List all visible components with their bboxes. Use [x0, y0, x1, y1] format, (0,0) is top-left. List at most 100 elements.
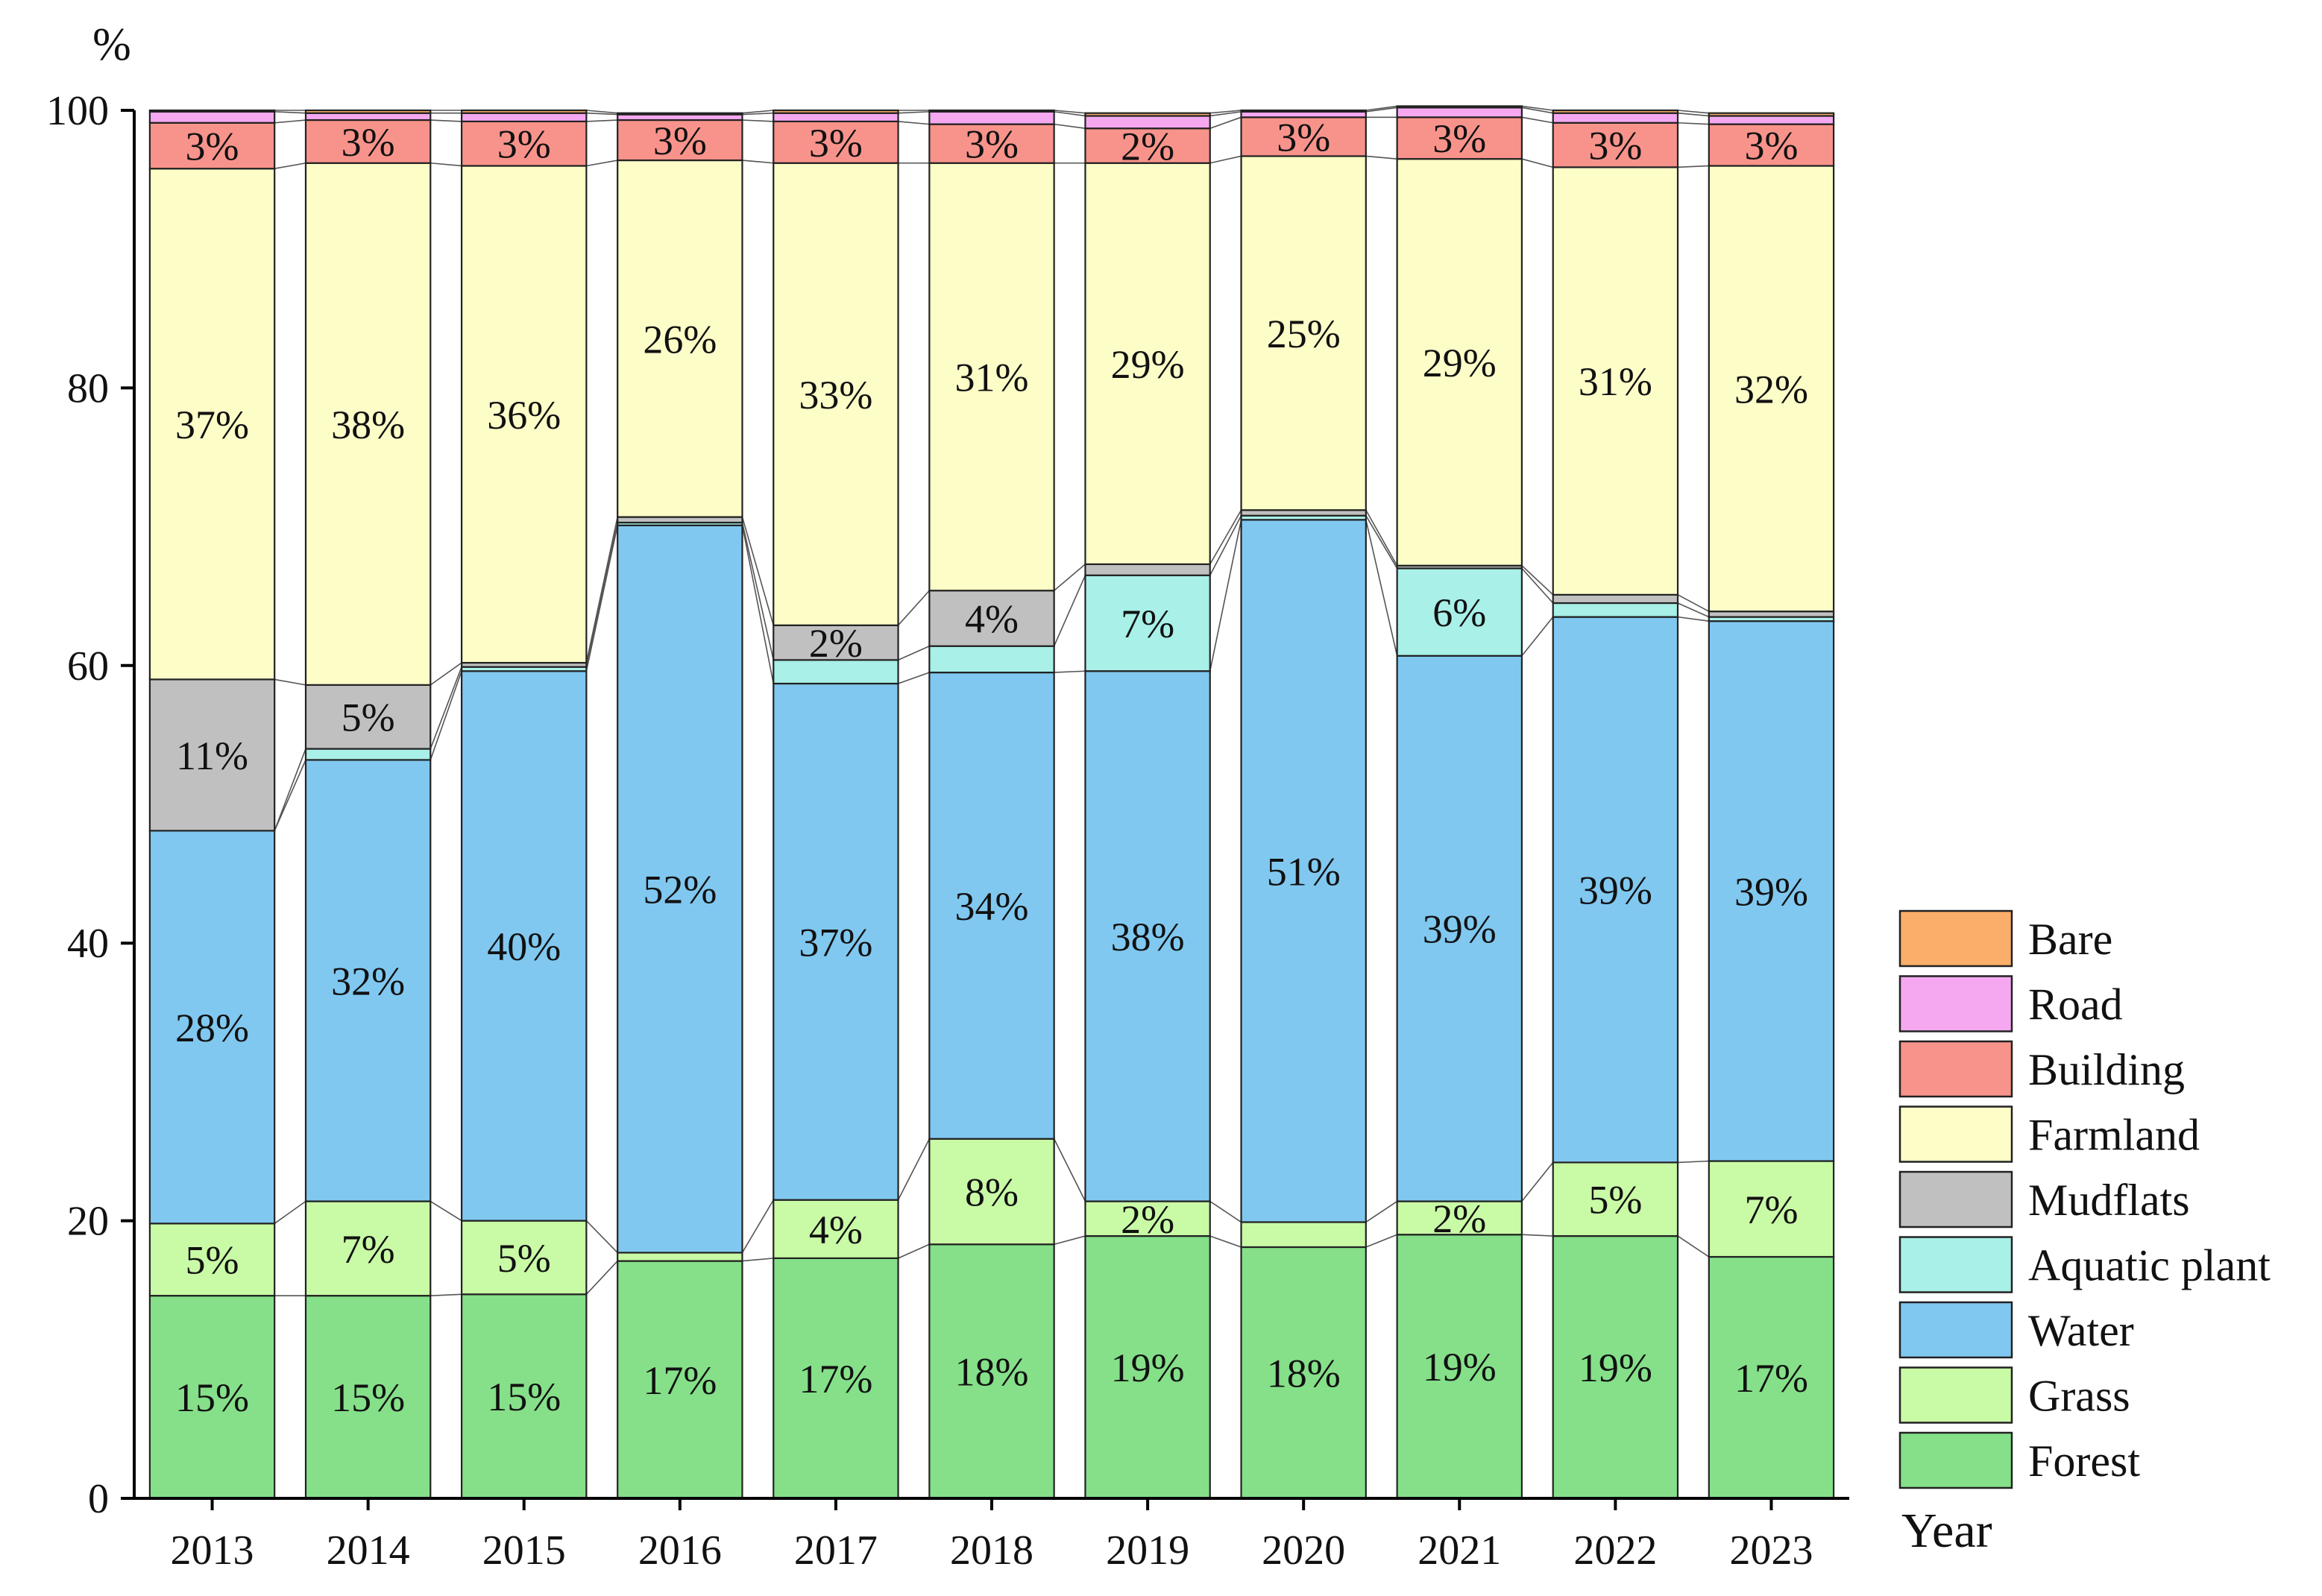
data-label: 32% [1734, 367, 1808, 411]
connector-line [1209, 155, 1242, 164]
bar-segment-mudflats [617, 516, 743, 524]
data-label: 15% [487, 1375, 561, 1419]
data-label: 3% [1432, 116, 1486, 161]
connector-line [1677, 1235, 1710, 1258]
bar-segment-building [1240, 116, 1367, 157]
connector-line [274, 119, 306, 124]
connector-line [430, 666, 462, 749]
data-label: 4% [965, 596, 1019, 641]
data-label: 17% [643, 1358, 717, 1403]
connector-line [1677, 616, 1709, 622]
bar-segment-bare [1396, 105, 1523, 109]
legend-item-forest: Forest [1898, 1431, 2140, 1489]
bar-segment-mudflats [1084, 563, 1211, 576]
legend-swatch [1898, 1236, 2013, 1293]
bar-segment-road [304, 112, 432, 122]
data-label: 34% [955, 884, 1029, 929]
bar-segment-water [928, 672, 1055, 1140]
bar-segment-bare [460, 109, 588, 114]
bar-segment-farmland [304, 162, 432, 686]
data-label: 5% [1588, 1178, 1642, 1223]
bar-segment-farmland [1084, 162, 1211, 565]
connector-line [1365, 1200, 1398, 1223]
bar-segment-mudflats [1240, 509, 1367, 517]
legend-item-building: Building [1898, 1040, 2185, 1098]
data-label: 39% [1423, 907, 1497, 952]
connector-line [1053, 575, 1086, 647]
data-label: 40% [487, 924, 561, 969]
data-label: 18% [955, 1350, 1029, 1395]
x-tick-label: 2018 [950, 1527, 1033, 1574]
legend-label: Forest [2028, 1436, 2140, 1486]
bar-segment-mudflats [928, 590, 1055, 647]
connector-line [274, 162, 306, 169]
bar-segment-forest [1084, 1234, 1211, 1500]
connector-line [742, 119, 774, 122]
connector-line [1209, 1200, 1242, 1223]
connector-line [274, 678, 306, 686]
x-tick-label: 2020 [1262, 1527, 1345, 1574]
connector-line [1677, 594, 1710, 612]
legend-swatch [1898, 1431, 2013, 1489]
data-label: 17% [799, 1357, 872, 1401]
data-label: 15% [175, 1375, 249, 1420]
data-label: 5% [497, 1236, 551, 1281]
connector-line [898, 646, 930, 661]
y-ticks: 0 20 40 60 80 100 [46, 88, 134, 1522]
connector-line [898, 672, 930, 684]
bar-segment-building [1552, 122, 1679, 168]
data-label: 7% [342, 1227, 395, 1272]
bar-segment-aquatic-plant [928, 645, 1055, 674]
data-label: 6% [1432, 590, 1486, 635]
bar-segment-grass [460, 1220, 588, 1296]
connector-line [1677, 112, 1709, 117]
data-label: 2% [1432, 1196, 1486, 1241]
bar-stack-2016 [617, 112, 743, 1500]
data-label: 17% [1734, 1356, 1808, 1401]
legend-swatch [1898, 1040, 2013, 1098]
connector-line [742, 112, 774, 116]
connector-line [898, 111, 930, 114]
segment-labels: 15% 5% 28% 11% 37% 3% 15% 7% 32% 5% 38% 3% 15% 5% 40% 3… [175, 115, 1808, 1420]
legend-swatch [1898, 1105, 2013, 1163]
bar-segment-aquatic-plant [773, 659, 899, 685]
connector-line [1521, 1161, 1554, 1202]
y-tick-label: 80 [67, 365, 109, 411]
connector-line [1521, 567, 1554, 604]
connector-line [1209, 116, 1242, 129]
data-label: 37% [175, 403, 249, 447]
data-label: 3% [1588, 124, 1642, 168]
connector-line [430, 662, 462, 686]
connector-line [430, 119, 462, 122]
connector-line [742, 110, 774, 114]
bar-segment-forest [773, 1257, 899, 1500]
data-label: 3% [965, 122, 1019, 167]
bar-stack-2017 [773, 109, 899, 1500]
connector-line [1365, 515, 1398, 569]
bar-segment-bare [928, 109, 1055, 113]
bar-stack-2021 [1396, 105, 1523, 1500]
connector-line [430, 670, 462, 760]
bar-segment-grass [304, 1200, 432, 1297]
connector-line [741, 517, 775, 626]
legend-label: Water [2028, 1306, 2134, 1355]
bar-segment-water [1552, 616, 1679, 1164]
bar-segment-grass [1084, 1200, 1211, 1237]
connector-line [1677, 602, 1710, 618]
connector-line [1054, 123, 1086, 129]
legend-label: Road [2028, 980, 2123, 1029]
connector-line [585, 525, 618, 672]
connector-line [742, 160, 774, 164]
data-label: 11% [176, 734, 248, 778]
bar-segment-building [1396, 116, 1523, 160]
bar-segment-grass [1708, 1160, 1835, 1258]
data-label: 39% [1579, 868, 1652, 913]
data-label: 19% [1111, 1346, 1185, 1390]
connector-line [1677, 165, 1709, 168]
legend-label: Mudflats [2028, 1176, 2190, 1225]
bar-segment-mudflats [773, 624, 899, 661]
bars [148, 105, 1835, 1500]
legend-label: Bare [2028, 915, 2112, 964]
connector-line [1677, 122, 1709, 125]
bar-segment-farmland [1396, 158, 1523, 567]
